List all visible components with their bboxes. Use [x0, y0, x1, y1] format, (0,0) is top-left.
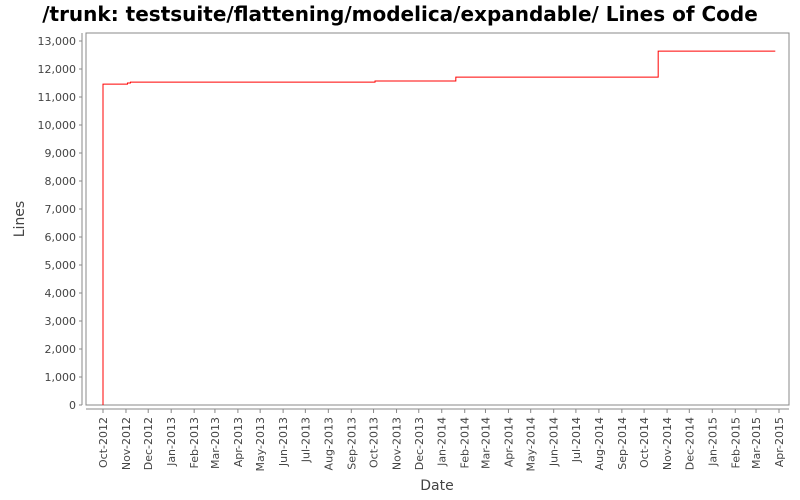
x-tick-label: Aug-2014 [593, 417, 606, 470]
x-tick-label: Nov-2012 [120, 417, 133, 470]
x-tick-label: Jan-2014 [436, 417, 449, 467]
x-tick-label: Jun-2013 [277, 417, 290, 467]
plot-area [85, 32, 790, 406]
x-tick-label: Feb-2013 [188, 417, 201, 468]
x-tick-label: Dec-2014 [683, 417, 696, 470]
y-tick-label: 11,000 [38, 91, 77, 104]
x-tick-label: Dec-2013 [413, 417, 426, 470]
x-tick-label: Feb-2015 [729, 417, 742, 468]
y-axis-label: Lines [12, 201, 28, 237]
x-tick-label: Jan-2015 [706, 417, 719, 467]
x-tick-label: Oct-2014 [638, 417, 651, 468]
x-tick-label: Apr-2013 [232, 417, 245, 467]
y-tick-label: 6,000 [45, 231, 77, 244]
y-tick-label: 2,000 [45, 343, 77, 356]
x-tick-label: Sep-2014 [616, 417, 629, 470]
x-tick-label: Sep-2013 [345, 417, 358, 470]
y-tick-label: 0 [69, 399, 76, 412]
chart-title: /trunk: testsuite/flattening/modelica/ex… [42, 2, 758, 26]
y-axis: 0 1,000 2,000 3,000 4,000 5,000 6,000 7,000 8,00… [38, 33, 83, 412]
y-tick-label: 13,000 [38, 35, 77, 48]
y-tick-label: 9,000 [45, 147, 77, 160]
x-tick-label: Apr-2014 [502, 417, 515, 467]
x-tick-label: Feb-2014 [459, 417, 472, 468]
x-tick-label: Nov-2014 [661, 417, 674, 470]
x-tick-label: Mar-2013 [209, 417, 222, 469]
x-axis-label: Date [420, 478, 453, 494]
x-axis: Oct-2012 Nov-2012 Dec-2012 Jan-2013 Feb-2013… [86, 408, 789, 472]
x-tick-label: Dec-2012 [142, 417, 155, 470]
y-tick-label: 1,000 [45, 371, 77, 384]
y-tick-label: 5,000 [45, 259, 77, 272]
x-tick-label: Nov-2013 [391, 417, 404, 470]
x-tick-label: Mar-2015 [750, 417, 763, 469]
x-tick-label: Jan-2013 [165, 417, 178, 467]
x-tick-label: Mar-2014 [479, 417, 492, 469]
x-tick-label: May-2014 [525, 417, 538, 472]
x-tick-label: Jul-2014 [570, 417, 583, 463]
x-tick-label: May-2013 [254, 417, 267, 472]
x-tick-label: Oct-2013 [368, 417, 381, 468]
x-tick-label: Jun-2014 [548, 417, 561, 467]
x-tick-label: Jul-2013 [299, 417, 312, 463]
series-group [102, 50, 776, 406]
x-tick-label: Aug-2013 [322, 417, 335, 470]
y-tick-label: 4,000 [45, 287, 77, 300]
x-tick-label: Apr-2015 [773, 417, 786, 467]
y-tick-label: 7,000 [45, 203, 77, 216]
y-tick-label: 10,000 [38, 119, 77, 132]
series-line [102, 50, 776, 405]
y-tick-label: 8,000 [45, 175, 77, 188]
y-tick-label: 12,000 [38, 63, 77, 76]
x-tick-label: Oct-2012 [97, 417, 110, 468]
y-tick-label: 3,000 [45, 315, 77, 328]
